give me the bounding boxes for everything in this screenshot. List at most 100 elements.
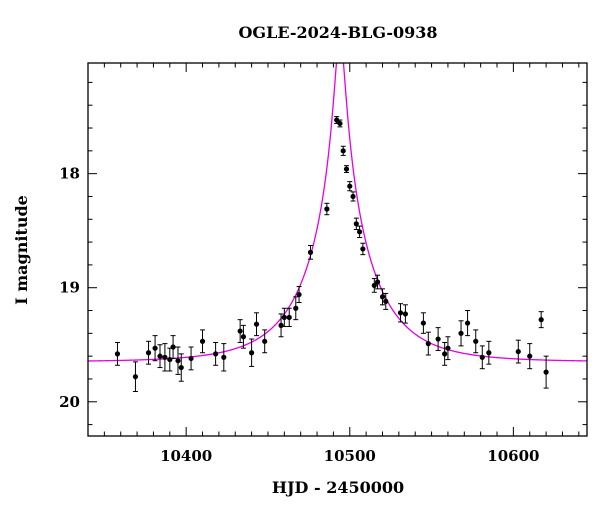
data-marker — [152, 345, 158, 351]
data-marker — [515, 348, 521, 355]
data-point — [178, 353, 184, 382]
data-marker — [324, 206, 330, 212]
data-marker — [296, 291, 302, 298]
data-marker — [114, 351, 121, 357]
data-marker — [360, 246, 366, 252]
data-point — [152, 335, 158, 362]
data-point — [240, 324, 247, 349]
data-marker — [343, 166, 350, 172]
data-marker — [543, 369, 549, 375]
tick-labels: 10400 10500 10600 18 19 20 — [59, 165, 539, 465]
data-point — [442, 341, 448, 366]
data-marker — [397, 310, 404, 316]
data-marker — [374, 279, 381, 285]
data-point — [397, 303, 404, 323]
data-marker — [435, 336, 441, 342]
data-point — [543, 355, 549, 389]
data-point — [170, 335, 176, 359]
data-point — [374, 274, 381, 290]
data-point — [445, 336, 451, 361]
data-marker — [371, 282, 377, 289]
data-marker — [162, 354, 168, 360]
data-point — [371, 278, 377, 293]
data-marker — [240, 334, 247, 340]
data-point — [293, 296, 299, 321]
data-marker — [221, 354, 227, 360]
data-marker — [379, 294, 386, 300]
data-point — [435, 327, 441, 351]
data-marker — [442, 351, 448, 357]
data-point — [145, 340, 152, 365]
data-point — [253, 312, 260, 337]
data-marker — [170, 344, 176, 350]
data-point — [167, 347, 173, 372]
data-marker — [356, 229, 363, 235]
data-point — [262, 329, 268, 354]
data-point — [356, 225, 363, 239]
data-point — [360, 242, 366, 256]
data-point — [340, 145, 346, 156]
data-marker — [281, 314, 287, 320]
data-point — [479, 345, 485, 370]
data-point — [114, 341, 121, 366]
data-marker — [402, 311, 408, 317]
data-marker — [278, 322, 284, 328]
data-marker — [307, 249, 314, 255]
data-point — [486, 340, 492, 365]
data-point — [199, 329, 206, 354]
x-axis-label: HJD - 2450000 — [272, 478, 404, 497]
data-marker — [132, 374, 139, 380]
data-marker — [178, 364, 184, 371]
data-marker — [213, 351, 219, 357]
data-point — [307, 245, 314, 260]
data-marker — [350, 193, 356, 200]
data-point — [379, 288, 386, 306]
data-marker — [383, 298, 389, 305]
data-point — [515, 339, 521, 364]
data-point — [425, 331, 431, 356]
data-point — [296, 286, 302, 304]
data-marker — [347, 183, 353, 189]
data-point — [337, 119, 343, 128]
data-point — [237, 319, 243, 343]
data-marker — [175, 358, 181, 364]
data-marker — [293, 305, 299, 311]
data-marker — [486, 350, 492, 356]
data-point — [420, 312, 426, 334]
y-tick-label: 19 — [59, 279, 80, 297]
data-point — [527, 343, 533, 370]
axis-ticks — [87, 63, 587, 436]
data-point — [402, 304, 408, 324]
data-marker — [167, 356, 173, 363]
data-point — [464, 310, 471, 337]
data-marker — [199, 338, 206, 344]
y-axis-label: I magnitude — [12, 195, 31, 305]
data-point — [383, 292, 389, 310]
data-point — [347, 181, 353, 192]
data-marker — [538, 317, 544, 323]
data-marker — [340, 148, 346, 154]
y-tick-label: 18 — [59, 165, 80, 183]
data-marker — [237, 328, 243, 334]
data-point — [175, 346, 181, 375]
plot-content — [88, 63, 587, 393]
data-point — [473, 329, 479, 354]
y-tick-label: 20 — [59, 393, 80, 411]
data-point — [221, 343, 227, 372]
data-point — [538, 311, 544, 329]
data-marker — [458, 330, 464, 336]
plot-frame — [87, 62, 588, 437]
data-point — [249, 338, 255, 367]
data-marker — [157, 353, 163, 359]
data-point — [286, 307, 292, 327]
data-marker — [253, 321, 260, 327]
data-marker — [464, 320, 471, 326]
data-marker — [353, 221, 359, 227]
model-curve — [88, 63, 587, 362]
data-point — [188, 346, 194, 371]
data-marker — [527, 353, 533, 359]
data-marker — [188, 355, 194, 362]
data-point — [353, 217, 359, 231]
data-point — [458, 320, 464, 347]
data-marker — [425, 341, 431, 347]
